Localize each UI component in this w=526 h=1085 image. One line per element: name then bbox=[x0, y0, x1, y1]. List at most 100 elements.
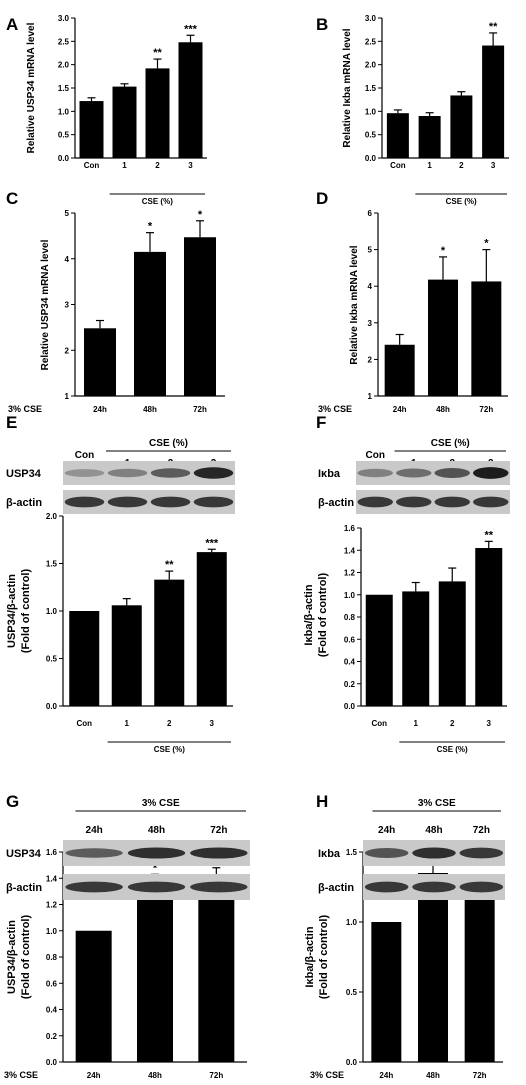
x-tick-label: 2 bbox=[450, 719, 455, 728]
bar bbox=[475, 548, 503, 706]
bar bbox=[178, 42, 203, 159]
y-tick-label: 6 bbox=[368, 209, 373, 218]
bar bbox=[464, 891, 495, 1062]
y-tick-label: 1.5 bbox=[58, 84, 70, 93]
blot-band bbox=[193, 467, 234, 479]
x-tick-label: 48h bbox=[143, 405, 157, 414]
y-tick-label: 1 bbox=[65, 392, 70, 401]
y-tick-label: 1.0 bbox=[46, 927, 58, 936]
y-tick-label: 0.0 bbox=[58, 154, 70, 163]
panel-g: G0.00.20.40.60.81.01.21.41.624h*48h*72h3… bbox=[4, 792, 250, 1080]
blot-row-label: β-actin bbox=[6, 497, 42, 509]
blot-band bbox=[396, 496, 432, 508]
lane-label: 48h bbox=[148, 825, 165, 836]
x-tick-label: 1 bbox=[414, 719, 419, 728]
bar bbox=[384, 344, 415, 396]
condition-label: 3% CSE bbox=[318, 404, 352, 414]
bar bbox=[184, 237, 216, 396]
significance-marker: *** bbox=[184, 23, 198, 35]
blot-band bbox=[396, 468, 432, 478]
blot-row-label: USP34 bbox=[6, 848, 42, 860]
blot-band bbox=[364, 848, 409, 858]
bar bbox=[402, 591, 430, 706]
y-tick-label: 2.5 bbox=[58, 37, 70, 46]
blot-row-label: β-actin bbox=[318, 497, 354, 509]
y-tick-label: 1.0 bbox=[344, 591, 356, 600]
x-axis-title: CSE (%) bbox=[446, 197, 477, 206]
x-tick-label: 2 bbox=[459, 161, 464, 170]
panel-label: E bbox=[6, 413, 17, 432]
bar bbox=[418, 873, 448, 1062]
blot-band bbox=[412, 881, 456, 893]
x-axis-title: CSE (%) bbox=[142, 197, 173, 206]
panel-c: C 1 2 3 4 5 24h * 48h * 72h 3% CSE Relative USP34 mR… bbox=[6, 189, 225, 414]
y-tick-label: 0.5 bbox=[346, 988, 358, 997]
y-tick-label: 0.6 bbox=[344, 635, 356, 644]
y-axis-title: Relative USP34 mRNA level bbox=[26, 22, 37, 153]
y-axis-title: Relative Iκba mRNA level bbox=[342, 28, 353, 147]
blot-band bbox=[412, 847, 456, 859]
panel-label: D bbox=[316, 189, 328, 208]
panel-label: H bbox=[316, 792, 328, 811]
y-axis-title: Iκba/β-actin (Fold of control) bbox=[304, 915, 330, 1000]
bar bbox=[137, 884, 173, 1062]
significance-marker: * bbox=[148, 221, 153, 233]
y-axis-title: Relative USP34 mRNA level bbox=[40, 239, 51, 370]
x-axis-title: CSE (%) bbox=[154, 745, 185, 754]
y-tick-label: 2.0 bbox=[365, 61, 377, 70]
y-tick-label: 0.0 bbox=[365, 154, 377, 163]
bar bbox=[371, 922, 402, 1062]
blot-band bbox=[107, 468, 148, 478]
y-axis-title: Iκba/β-actin (Fold of control) bbox=[303, 573, 329, 658]
x-axis-title: CSE (%) bbox=[437, 745, 468, 754]
bar bbox=[134, 251, 166, 396]
panel-b: B 0.0 0.5 1.0 1.5 2.0 2.5 3.0 Con 1 2 ** 3 CSE (%) Rel… bbox=[316, 14, 509, 206]
blot-row-label: USP34 bbox=[6, 468, 42, 480]
significance-marker: * bbox=[153, 862, 158, 874]
blot-band bbox=[127, 881, 186, 893]
x-tick-label: Con bbox=[84, 161, 100, 170]
y-tick-label: 3 bbox=[65, 301, 70, 310]
panel-a: A 0.0 0.5 1.0 1.5 2.0 2.5 3.0 Con 1 ** 2 *** 3 CSE (%)… bbox=[6, 14, 207, 206]
significance-marker: * bbox=[441, 245, 446, 257]
bar bbox=[84, 328, 116, 396]
y-tick-label: 5 bbox=[368, 246, 373, 255]
blot-band bbox=[64, 496, 105, 508]
condition-label: 3% CSE bbox=[310, 1070, 344, 1080]
blot-band bbox=[364, 881, 409, 893]
bar bbox=[418, 116, 441, 158]
y-tick-label: 0.0 bbox=[346, 1058, 358, 1067]
bar bbox=[154, 579, 185, 706]
x-tick-label: 3 bbox=[491, 161, 496, 170]
bar bbox=[79, 101, 104, 158]
blot-band bbox=[150, 468, 191, 478]
y-tick-label: 1.4 bbox=[46, 874, 58, 883]
y-axis-title: USP34/β-actin (Fold of control) bbox=[6, 569, 32, 654]
blot-band bbox=[434, 496, 470, 508]
y-tick-label: 1.0 bbox=[365, 107, 377, 116]
western-blot: 24h 48h 72h 3% CSE Iκba β-actin bbox=[318, 798, 505, 900]
bar bbox=[196, 552, 227, 706]
y-tick-label: 1.5 bbox=[46, 560, 58, 569]
blot-row-label: Iκba bbox=[318, 848, 341, 860]
significance-marker: ** bbox=[484, 529, 493, 541]
y-tick-label: 1.4 bbox=[344, 546, 356, 555]
blot-band bbox=[473, 467, 509, 479]
y-tick-label: 1.6 bbox=[344, 524, 356, 533]
y-tick-label: 3 bbox=[368, 319, 373, 328]
y-tick-label: 1 bbox=[368, 392, 373, 401]
x-tick-label: 72h bbox=[193, 405, 207, 414]
bar bbox=[111, 605, 142, 706]
y-tick-label: 2 bbox=[65, 346, 70, 355]
y-tick-label: 0.0 bbox=[46, 702, 58, 711]
x-tick-label: 24h bbox=[393, 405, 407, 414]
y-tick-label: 2 bbox=[368, 355, 373, 364]
x-tick-label: 24h bbox=[379, 1071, 393, 1080]
x-tick-label: 24h bbox=[93, 405, 107, 414]
lane-label: 24h bbox=[378, 825, 395, 836]
bar bbox=[145, 68, 170, 158]
blot-group-label: CSE (%) bbox=[431, 438, 470, 449]
y-tick-label: 4 bbox=[65, 255, 70, 264]
